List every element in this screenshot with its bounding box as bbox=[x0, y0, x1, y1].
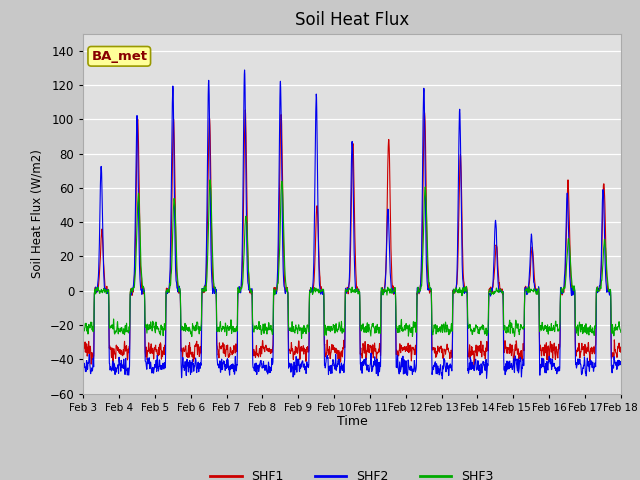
SHF1 bbox=[470, 362, 478, 368]
SHF2 bbox=[241, 67, 248, 73]
SHF1 bbox=[229, 349, 237, 355]
SHF2 bbox=[438, 376, 446, 382]
SHF2 bbox=[229, 364, 237, 370]
SHF3 bbox=[206, 177, 214, 183]
SHF2 bbox=[617, 361, 625, 367]
SHF3 bbox=[585, 331, 593, 336]
Legend: SHF1, SHF2, SHF3: SHF1, SHF2, SHF3 bbox=[205, 465, 499, 480]
Y-axis label: Soil Heat Flux (W/m2): Soil Heat Flux (W/m2) bbox=[31, 149, 44, 278]
SHF3 bbox=[570, 285, 577, 291]
SHF2 bbox=[368, 363, 376, 369]
SHF2 bbox=[509, 367, 516, 372]
SHF1 bbox=[241, 107, 249, 113]
SHF2 bbox=[79, 362, 87, 368]
Line: SHF3: SHF3 bbox=[83, 180, 621, 338]
SHF1 bbox=[617, 349, 625, 355]
SHF1 bbox=[368, 349, 376, 355]
SHF2 bbox=[570, 288, 577, 294]
SHF2 bbox=[380, 289, 387, 295]
Line: SHF2: SHF2 bbox=[83, 70, 621, 379]
SHF1 bbox=[79, 348, 87, 354]
SHF3 bbox=[380, 288, 387, 294]
SHF1 bbox=[380, 288, 387, 293]
SHF2 bbox=[585, 359, 593, 365]
SHF1 bbox=[585, 345, 593, 351]
SHF3 bbox=[79, 329, 87, 335]
SHF3 bbox=[509, 330, 516, 336]
SHF3 bbox=[298, 336, 305, 341]
SHF3 bbox=[230, 327, 237, 333]
SHF3 bbox=[617, 329, 625, 335]
Text: BA_met: BA_met bbox=[92, 50, 147, 63]
SHF1 bbox=[570, 286, 577, 292]
Line: SHF1: SHF1 bbox=[83, 110, 621, 365]
X-axis label: Time: Time bbox=[337, 415, 367, 429]
SHF1 bbox=[509, 347, 516, 353]
Title: Soil Heat Flux: Soil Heat Flux bbox=[295, 11, 409, 29]
SHF3 bbox=[368, 324, 376, 329]
